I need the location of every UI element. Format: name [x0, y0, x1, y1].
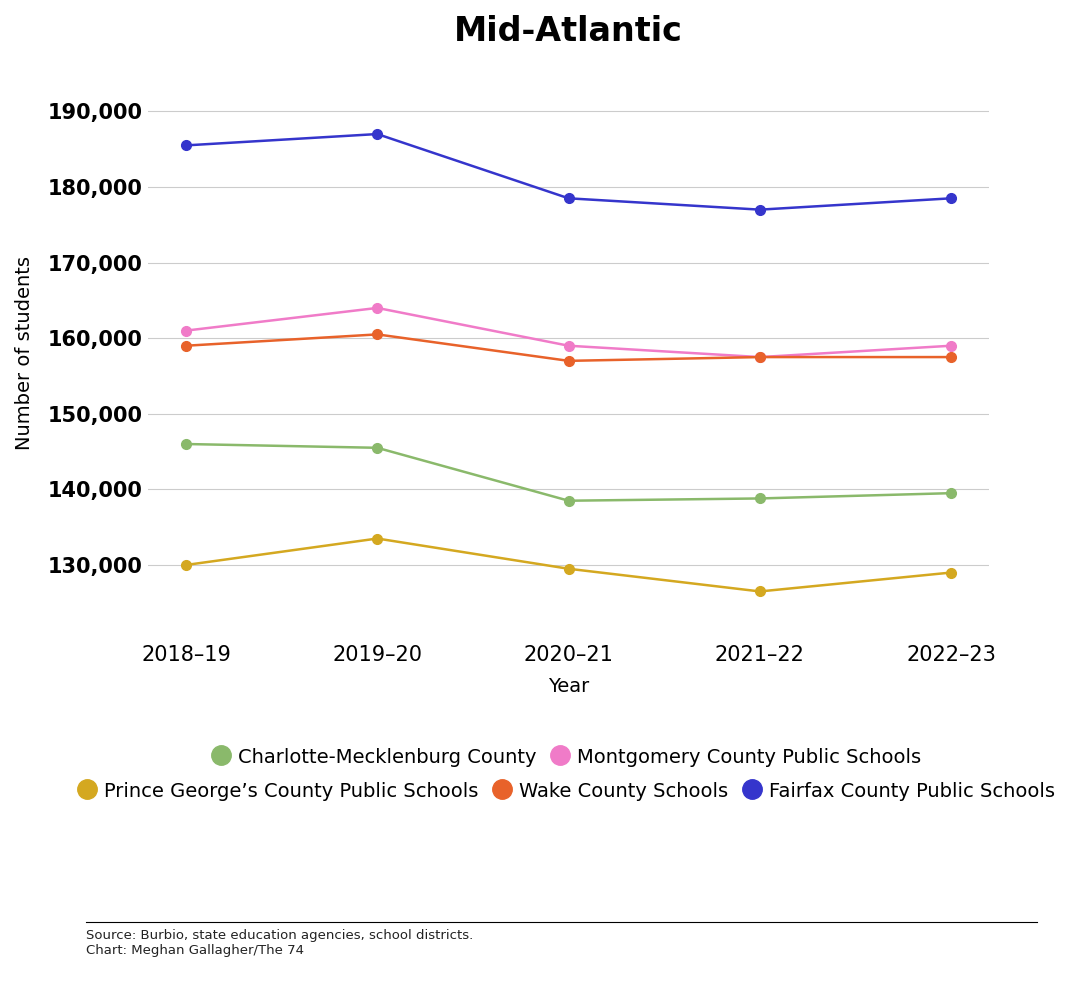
Text: Source: Burbio, state education agencies, school districts.
Chart: Meghan Gallag: Source: Burbio, state education agencies… [86, 929, 474, 957]
Montgomery County Public Schools [945, 340, 958, 352]
Prince George’s County Public Schools [179, 559, 192, 571]
Fairfax County Public Schools [945, 193, 958, 205]
Charlotte-Mecklenburg County [179, 438, 192, 450]
Title: Mid-Atlantic: Mid-Atlantic [455, 15, 683, 48]
Wake County Schools [945, 351, 958, 363]
X-axis label: Year: Year [548, 677, 590, 696]
Prince George’s County Public Schools [562, 563, 575, 575]
Fairfax County Public Schools [754, 204, 767, 216]
Line: Prince George’s County Public Schools: Prince George’s County Public Schools [181, 534, 956, 596]
Fairfax County Public Schools [562, 193, 575, 205]
Charlotte-Mecklenburg County [370, 441, 383, 453]
Montgomery County Public Schools [562, 340, 575, 352]
Wake County Schools [562, 355, 575, 367]
Line: Montgomery County Public Schools: Montgomery County Public Schools [181, 303, 956, 362]
Y-axis label: Number of students: Number of students [15, 256, 33, 450]
Montgomery County Public Schools [179, 325, 192, 337]
Legend: Prince George’s County Public Schools, Wake County Schools, Fairfax County Publi: Prince George’s County Public Schools, W… [75, 774, 1063, 809]
Line: Fairfax County Public Schools: Fairfax County Public Schools [181, 129, 956, 215]
Wake County Schools [179, 340, 192, 352]
Line: Charlotte-Mecklenburg County: Charlotte-Mecklenburg County [181, 439, 956, 506]
Montgomery County Public Schools [754, 351, 767, 363]
Charlotte-Mecklenburg County [562, 495, 575, 507]
Wake County Schools [370, 328, 383, 340]
Wake County Schools [754, 351, 767, 363]
Prince George’s County Public Schools [754, 585, 767, 597]
Fairfax County Public Schools [179, 139, 192, 151]
Prince George’s County Public Schools [945, 567, 958, 579]
Line: Wake County Schools: Wake County Schools [181, 330, 956, 366]
Fairfax County Public Schools [370, 128, 383, 140]
Charlotte-Mecklenburg County [754, 492, 767, 504]
Prince George’s County Public Schools [370, 533, 383, 545]
Montgomery County Public Schools [370, 302, 383, 314]
Charlotte-Mecklenburg County [945, 487, 958, 499]
